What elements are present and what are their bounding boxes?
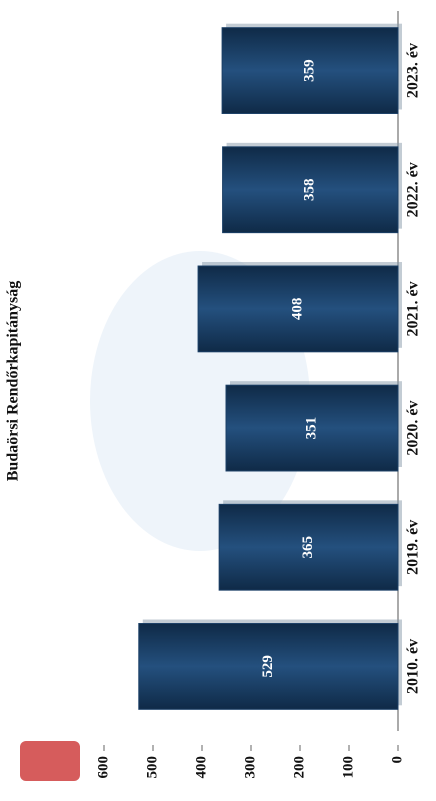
value-label: 365 bbox=[300, 536, 316, 559]
x-tick-label: 2021. év bbox=[405, 281, 422, 336]
x-tick-label: 2010. év bbox=[405, 639, 422, 694]
y-tick-label: 200 bbox=[291, 756, 307, 779]
value-label: 529 bbox=[260, 655, 276, 678]
y-tick-label: 600 bbox=[95, 756, 111, 779]
y-tick-label: 500 bbox=[144, 756, 160, 779]
bar bbox=[197, 265, 399, 353]
bar bbox=[222, 146, 399, 234]
bar bbox=[225, 384, 399, 472]
value-label: 358 bbox=[302, 179, 318, 202]
rotated-chart: Budaörsi Rendőrkapitányság 0 100 200 300 400… bbox=[5, 11, 422, 781]
x-tick-label: 2023. év bbox=[405, 43, 422, 98]
value-label: 359 bbox=[301, 59, 317, 82]
bar bbox=[221, 27, 399, 114]
emblem bbox=[20, 741, 80, 781]
bar bbox=[218, 503, 399, 591]
bar bbox=[138, 623, 399, 710]
y-tick-label: 300 bbox=[242, 756, 258, 779]
x-tick-label: 2020. év bbox=[405, 401, 422, 456]
value-label: 408 bbox=[289, 298, 305, 321]
y-tick-label: 100 bbox=[340, 756, 356, 779]
x-tick-label: 2019. év bbox=[405, 520, 422, 575]
y-tick-label: 400 bbox=[193, 756, 209, 779]
x-tick-label: 2022. év bbox=[405, 162, 422, 217]
chart-title: Budaörsi Rendőrkapitányság bbox=[5, 281, 22, 482]
y-tick-label: 0 bbox=[389, 756, 405, 764]
value-label: 351 bbox=[303, 417, 319, 440]
